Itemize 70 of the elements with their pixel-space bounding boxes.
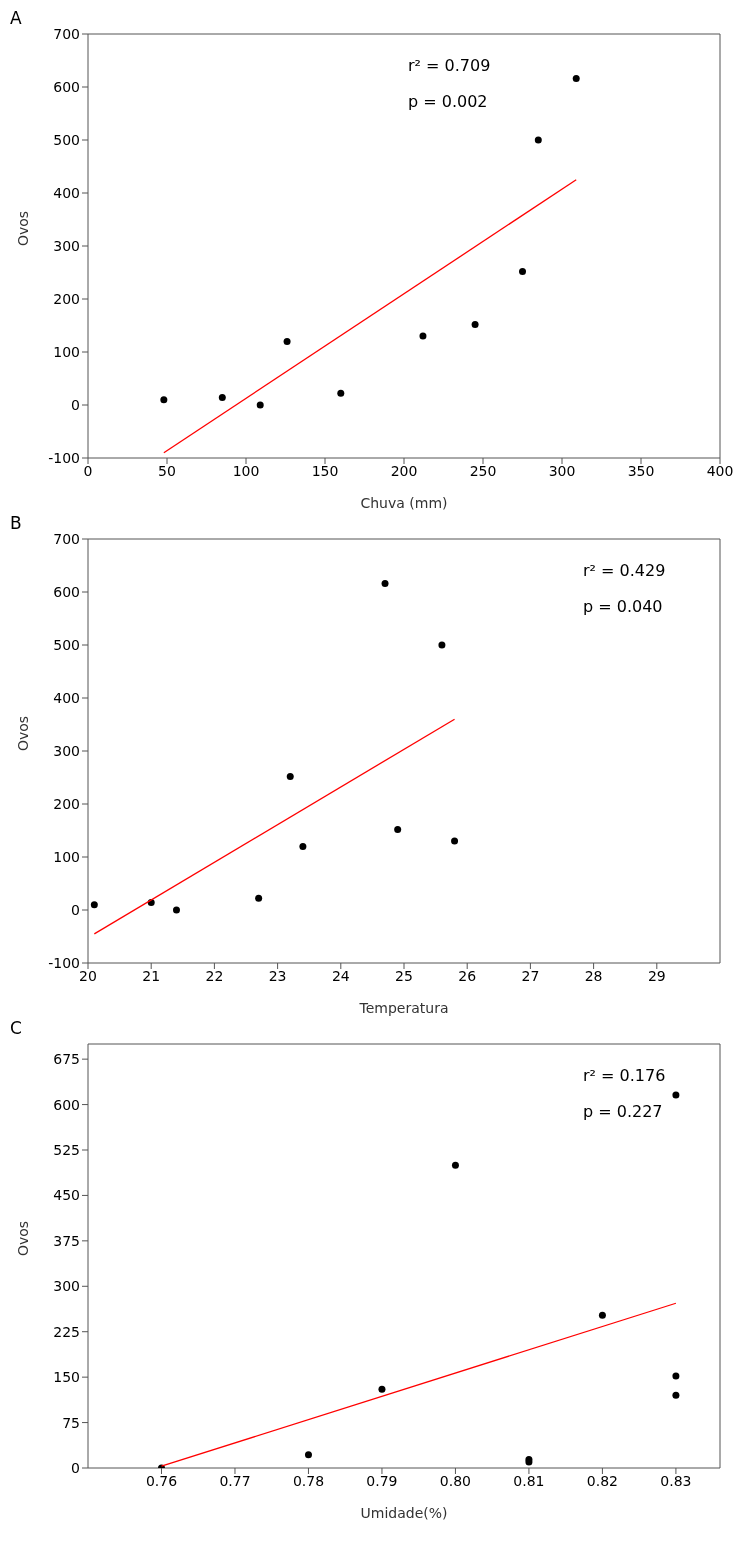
y-tick-label: 225 <box>53 1323 80 1340</box>
y-tick-label: 700 <box>53 25 80 42</box>
x-tick-label: 0.80 <box>439 1472 472 1489</box>
x-tick-label: 28 <box>584 967 603 984</box>
x-tick-label: 26 <box>458 967 477 984</box>
y-tick-label: -100 <box>48 449 80 466</box>
y-tick-label: 600 <box>53 583 80 600</box>
y-tick-label: 0 <box>71 1459 80 1476</box>
y-tick-label: 450 <box>53 1187 80 1204</box>
x-tick-label: 0.82 <box>586 1472 618 1489</box>
x-tick-label: 0.77 <box>219 1472 251 1489</box>
y-axis-title: Ovos <box>14 210 31 246</box>
x-tick-label: 24 <box>331 967 350 984</box>
y-tick-label: 75 <box>62 1414 80 1431</box>
x-axis-title: Chuva (mm) <box>360 495 448 511</box>
annotation: r² = 0.176 <box>583 1065 666 1087</box>
y-tick-label: 400 <box>53 184 80 201</box>
chart-title: C <box>10 1018 22 1038</box>
x-tick-label: 25 <box>395 967 413 984</box>
y-tick-label: 0 <box>71 901 80 918</box>
x-axis-title: Temperatura <box>358 1000 449 1016</box>
y-tick-label: 675 <box>53 1051 80 1068</box>
y-tick-label: 375 <box>53 1232 80 1249</box>
x-tick-label: 21 <box>142 967 161 984</box>
chart-title: A <box>10 8 22 28</box>
x-tick-label: 22 <box>205 967 224 984</box>
y-tick-label: -100 <box>48 954 80 971</box>
y-tick-label: 300 <box>53 237 80 254</box>
x-tick-label: 0 <box>83 462 93 479</box>
y-tick-label: 500 <box>53 131 80 148</box>
y-tick-label: 300 <box>53 742 80 759</box>
y-tick-label: 0 <box>71 396 80 413</box>
x-tick-label: 0.78 <box>292 1472 325 1489</box>
x-tick-label: 0.76 <box>145 1472 178 1489</box>
x-tick-label: 27 <box>521 967 540 984</box>
y-tick-label: 300 <box>53 1278 80 1295</box>
chart-title: B <box>10 513 22 533</box>
x-tick-label: 20 <box>79 967 97 984</box>
x-tick-label: 29 <box>647 967 666 984</box>
y-axis-title: Ovos <box>14 1220 31 1256</box>
x-tick-label: 150 <box>311 462 339 479</box>
y-tick-label: 200 <box>53 795 80 812</box>
y-tick-label: 525 <box>53 1141 80 1158</box>
x-tick-label: 100 <box>232 462 260 479</box>
y-tick-label: 500 <box>53 636 80 653</box>
annotation: p = 0.002 <box>408 91 489 113</box>
x-tick-label: 300 <box>548 462 576 479</box>
x-tick-label: 0.83 <box>660 1472 692 1489</box>
x-tick-label: 200 <box>390 462 418 479</box>
x-tick-label: 23 <box>268 967 287 984</box>
x-tick-label: 250 <box>469 462 497 479</box>
y-tick-label: 700 <box>53 530 80 547</box>
x-tick-label: 400 <box>706 462 734 479</box>
y-tick-label: 400 <box>53 689 80 706</box>
x-tick-label: 50 <box>158 462 176 479</box>
y-tick-label: 600 <box>53 78 80 95</box>
x-tick-label: 0.81 <box>513 1472 545 1489</box>
y-tick-label: 100 <box>53 343 80 360</box>
annotation: r² = 0.429 <box>583 560 666 582</box>
y-tick-label: 200 <box>53 290 80 307</box>
annotation: p = 0.227 <box>583 1101 664 1123</box>
x-axis-title: Umidade(%) <box>360 1505 448 1521</box>
x-tick-label: 350 <box>627 462 655 479</box>
y-axis-title: Ovos <box>14 715 31 751</box>
x-tick-label: 0.79 <box>366 1472 398 1489</box>
y-tick-label: 600 <box>53 1096 80 1113</box>
y-tick-label: 150 <box>53 1369 80 1386</box>
y-tick-label: 100 <box>53 848 80 865</box>
annotation: p = 0.040 <box>583 596 664 618</box>
annotation: r² = 0.709 <box>408 55 491 77</box>
